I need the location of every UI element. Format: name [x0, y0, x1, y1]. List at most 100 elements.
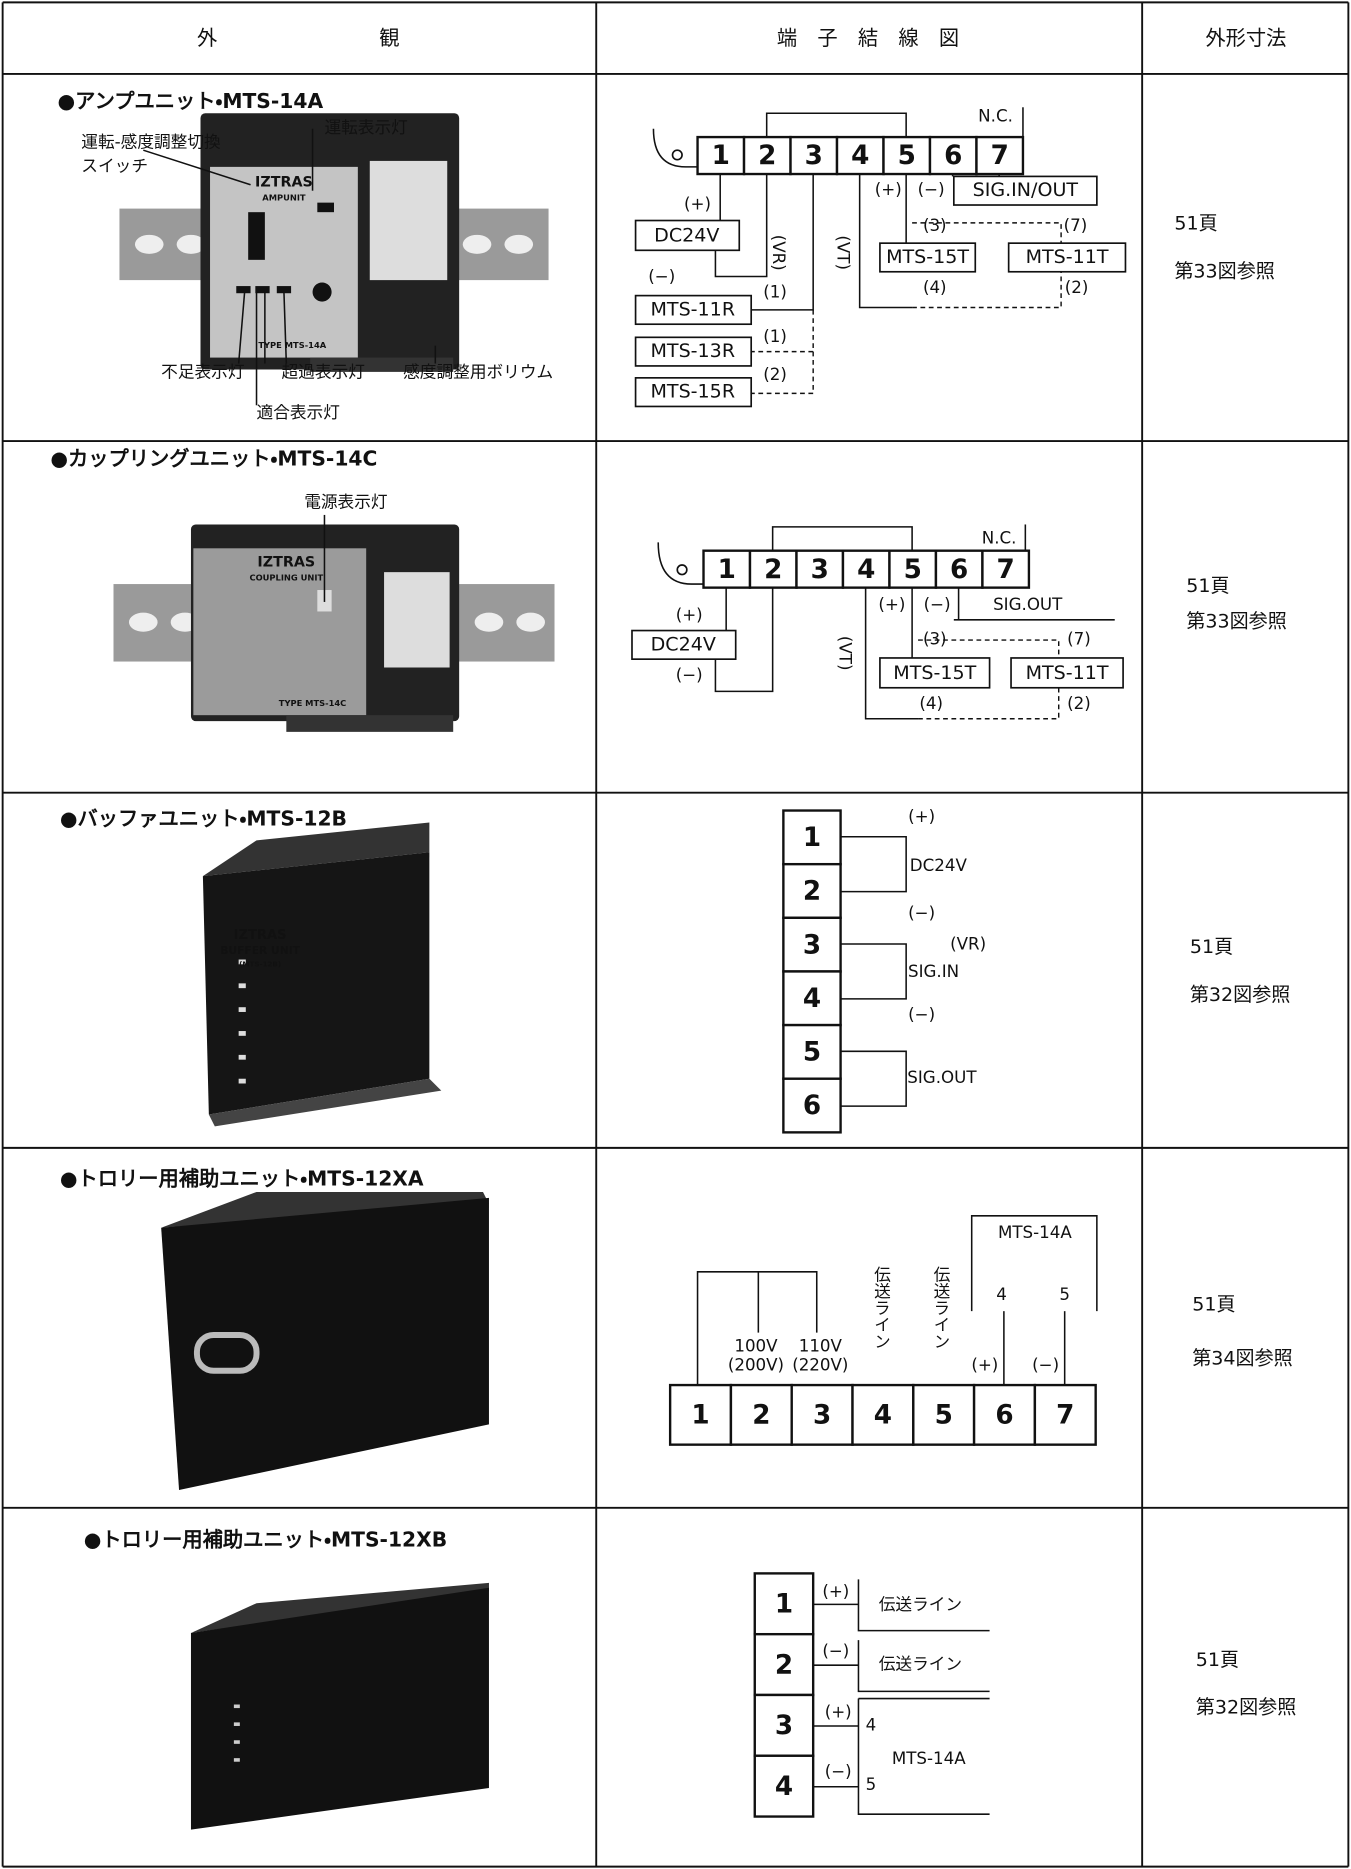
- terminal-number: 1: [803, 823, 821, 853]
- diagram-label: (+): [971, 1355, 998, 1374]
- diagram-label: (+): [684, 195, 711, 214]
- diagram-label: (−): [822, 1642, 849, 1661]
- terminal-number: 7: [1056, 1401, 1074, 1431]
- terminal-box: [668, 1383, 733, 1446]
- wire-dashed: [918, 687, 1060, 720]
- diagram-label: DC24V: [910, 856, 968, 875]
- lamp: [236, 286, 251, 294]
- figure-reference: 第34図参照: [1192, 1347, 1293, 1369]
- terminal-box: [882, 135, 932, 176]
- row-title: ●トロリー用補助ユニット・MTS-12XB: [84, 1528, 448, 1552]
- terminal-box: [981, 549, 1031, 589]
- diagram-label: MTS-15R: [650, 381, 735, 403]
- label-box: [634, 219, 741, 252]
- terminal-number: 5: [898, 141, 916, 171]
- terminal-number: 4: [874, 1401, 892, 1431]
- wire-dashed: [751, 309, 814, 395]
- wire: [657, 542, 704, 585]
- diagram-label: MTS-13R: [650, 340, 735, 362]
- callout: スイッチ: [81, 156, 148, 175]
- terminal-number: 3: [805, 141, 823, 171]
- side-label: [369, 160, 448, 281]
- leader-line: [237, 291, 246, 364]
- diagram-label: (+): [825, 1702, 852, 1721]
- callout: 電源表示灯: [304, 493, 388, 512]
- rail-hole: [504, 234, 534, 254]
- lamp: [238, 1054, 246, 1060]
- terminal-number: 7: [997, 555, 1015, 585]
- wiring-diagram: 1 2 3 4 (+) 伝送ライン (−) 伝送ライン (+) 4 MTS-14A (−) 5: [753, 1572, 990, 1818]
- product-photo: IZTRAS COUPLING UNIT TYPE MTS-14C: [113, 524, 555, 732]
- diagram-label: (4): [919, 694, 943, 713]
- callout: 適合表示灯: [257, 403, 341, 422]
- terminal-number: 6: [944, 141, 962, 171]
- terminal-box: [912, 1383, 976, 1446]
- wiring-diagram: 1 2 3 4 5 6 7 N.C. (+) DC24V (−) (VR) (VT) (+) (−) SIG.…: [634, 106, 1127, 408]
- wire: [970, 1215, 1098, 1312]
- terminal-number: 6: [950, 555, 968, 585]
- terminal-number: 2: [803, 877, 821, 907]
- terminal-box: [928, 135, 978, 176]
- label-box: [879, 657, 991, 689]
- photo-text: IZTRAS: [234, 928, 287, 943]
- header-dimensions: 外形寸法: [1205, 26, 1286, 50]
- rail-hole: [462, 234, 492, 254]
- terminal-box: [753, 1632, 815, 1697]
- knob: [312, 282, 332, 302]
- diagram-label: (VR): [950, 935, 986, 954]
- wire: [714, 174, 768, 278]
- row: ●トロリー用補助ユニット・MTS-12XA 1 2 3 4 5 6 7 100V(200V) 11…: [60, 1167, 1293, 1490]
- unit-body: [202, 852, 430, 1115]
- terminal-number: 4: [857, 555, 875, 585]
- terminal-number: 5: [935, 1401, 953, 1431]
- diagram-label: SIG.IN: [908, 962, 959, 981]
- row-title: ●トロリー用補助ユニット・MTS-12XA: [60, 1167, 424, 1191]
- terminal-number: 2: [758, 141, 776, 171]
- terminal-hole: [676, 564, 688, 576]
- terminal-box: [841, 549, 891, 589]
- label-box: [1010, 657, 1124, 689]
- front-panel: [210, 166, 358, 358]
- diagram-label: 5: [866, 1775, 877, 1794]
- diagram-label: (−): [908, 904, 935, 923]
- diagram-label: SIG.IN/OUT: [973, 179, 1079, 201]
- lamp: [238, 983, 246, 989]
- label-box: [952, 175, 1098, 206]
- terminal-number: 6: [995, 1401, 1013, 1431]
- unit-top: [161, 1191, 489, 1228]
- switch: [248, 212, 265, 260]
- diagram-label: (7): [1067, 630, 1091, 649]
- lamp: [238, 1078, 246, 1084]
- lamp: [255, 286, 270, 294]
- callout: 超過表示灯: [282, 363, 366, 382]
- leader-line: [143, 149, 251, 186]
- wiring-diagram: 1 2 3 4 5 6 7 100V(200V) 110V(220V) 伝送ライン 伝送ライン MTS…: [668, 1215, 1098, 1446]
- wire: [771, 526, 913, 551]
- lamp: [238, 1031, 246, 1036]
- terminal-box: [782, 970, 842, 1027]
- diagram-label: 4: [996, 1285, 1007, 1304]
- terminal-number: 1: [718, 555, 736, 585]
- terminal-box: [782, 1023, 842, 1080]
- diagram-label: MTS-11T: [1026, 246, 1109, 268]
- lamp: [233, 1704, 240, 1709]
- wiring-diagram: 1 2 3 4 5 6 7N.C.(+)DC24V(−)(VT)(+) (−) SIG.OUT(…: [631, 524, 1124, 720]
- unit-body: [161, 1197, 489, 1490]
- diagram-label: 伝送ライン: [931, 1266, 950, 1350]
- lamp: [276, 286, 292, 294]
- wire: [765, 112, 907, 138]
- diagram-label: 100V: [734, 1336, 778, 1355]
- page-reference: 51頁: [1186, 575, 1229, 597]
- header-wiring: 端 子 結 線 図: [777, 26, 959, 50]
- diagram-label: (2): [763, 365, 787, 384]
- figure-reference: 第33図参照: [1174, 260, 1275, 282]
- rail-hole: [128, 612, 158, 632]
- wiring-diagram: 1 2 3 4 5 6 (+) DC24V (−) (VR) SIG.IN (−) SIG.OUT: [782, 807, 986, 1134]
- terminal-number: 4: [851, 141, 869, 171]
- figure-reference: 第32図参照: [1196, 1697, 1297, 1719]
- lamp: [233, 1740, 240, 1744]
